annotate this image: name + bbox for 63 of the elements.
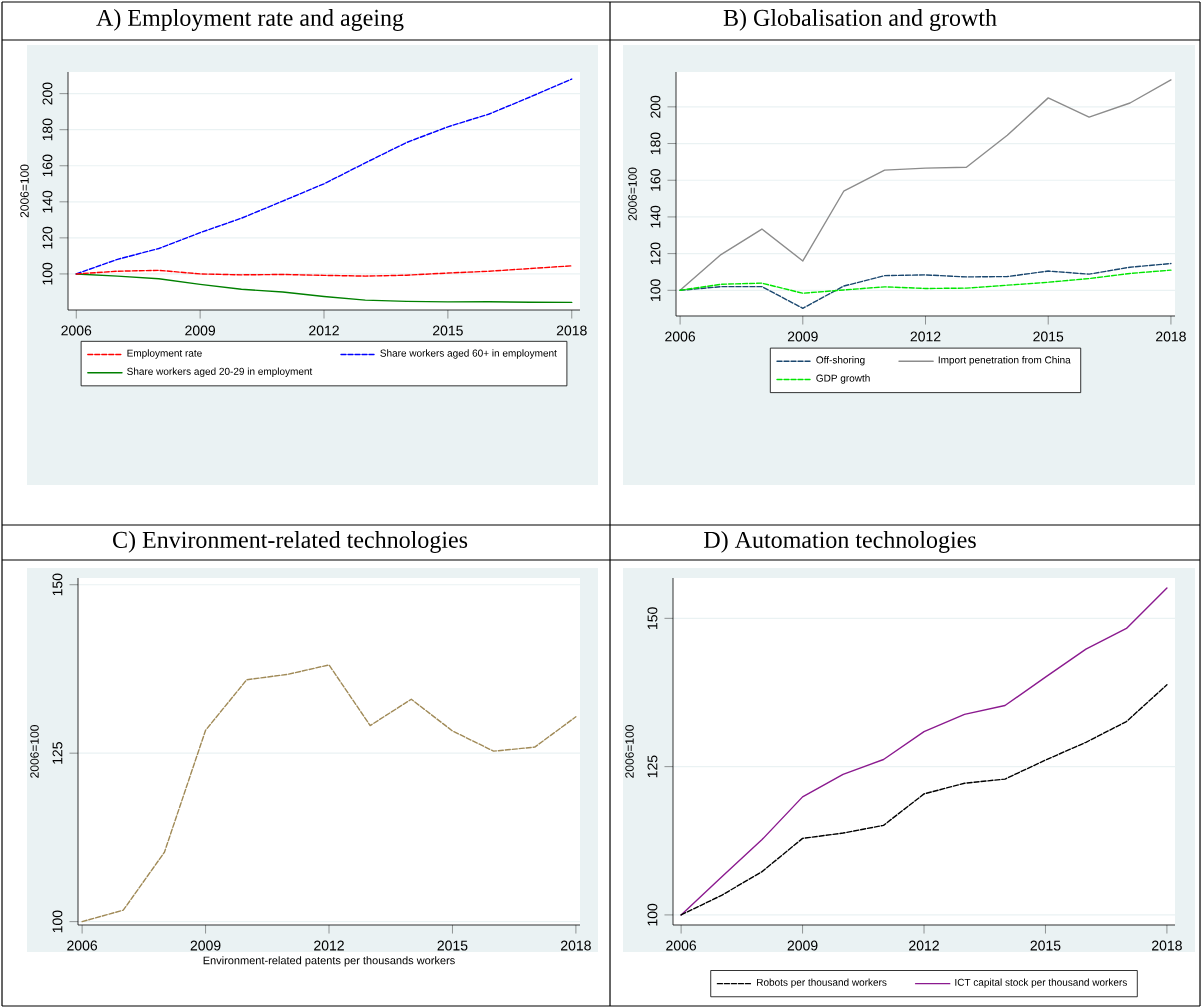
x-tick-label: 2012 xyxy=(909,940,939,951)
legend-label: Share workers aged 20-29 in employment xyxy=(127,367,313,377)
x-axis-title: Environment-related patents per thousands workers xyxy=(203,956,455,967)
legend-label: ICT capital stock per thousand workers xyxy=(955,978,1127,988)
y-tick-label: 100 xyxy=(42,262,53,285)
legend-label: GDP growth xyxy=(816,374,870,384)
x-tick-label: 2018 xyxy=(1152,940,1182,951)
x-tick-label: 2012 xyxy=(910,331,941,342)
line-series xyxy=(81,664,577,923)
y-tick-label: 150 xyxy=(52,573,63,596)
y-tick-label: 140 xyxy=(42,190,53,213)
y-axis-title: 2006=100 xyxy=(20,164,29,218)
x-tick-label: 2015 xyxy=(1033,331,1064,342)
legend-label: Robots per thousand workers xyxy=(757,978,887,988)
legend-label: Employment rate xyxy=(127,349,202,359)
chart-title: C) Environment-related technologies xyxy=(113,531,468,553)
x-tick-label: 2015 xyxy=(1030,940,1061,951)
y-tick-label: 160 xyxy=(42,154,53,177)
line-series xyxy=(75,78,573,275)
line-series xyxy=(680,684,1168,916)
y-axis-title: 2006=100 xyxy=(625,725,634,778)
x-tick-label: 2006 xyxy=(67,940,98,951)
y-tick-label: 180 xyxy=(42,118,53,141)
y-axis-title: 2006=100 xyxy=(30,725,39,778)
chart-title: B) Globalisation and growth xyxy=(723,9,997,31)
x-tick-label: 2006 xyxy=(665,331,696,342)
x-tick-label: 2006 xyxy=(666,940,697,951)
y-axis-title: 2006=100 xyxy=(628,167,637,221)
y-tick-label: 120 xyxy=(650,242,661,265)
y-tick-label: 120 xyxy=(42,226,53,249)
x-tick-label: 2009 xyxy=(787,940,818,951)
legend-label: Import penetration from China xyxy=(938,356,1071,366)
x-tick-label: 2006 xyxy=(61,325,92,336)
line-series xyxy=(679,79,1172,292)
y-tick-label: 180 xyxy=(650,132,661,155)
x-tick-label: 2018 xyxy=(556,325,587,336)
x-tick-label: 2012 xyxy=(309,325,339,336)
line-series xyxy=(75,265,573,277)
y-tick-label: 150 xyxy=(647,607,658,629)
x-tick-label: 2009 xyxy=(787,331,818,342)
chart-title: D) Automation technologies xyxy=(704,531,976,553)
y-tick-label: 100 xyxy=(52,910,63,933)
x-tick-label: 2018 xyxy=(561,940,591,951)
x-tick-label: 2012 xyxy=(314,940,344,951)
y-tick-label: 100 xyxy=(650,279,661,301)
y-tick-label: 100 xyxy=(647,903,658,926)
line-series xyxy=(680,587,1168,916)
line-series xyxy=(75,273,573,304)
line-series xyxy=(679,269,1172,294)
x-tick-label: 2015 xyxy=(433,325,463,336)
y-tick-label: 200 xyxy=(42,82,53,105)
y-tick-label: 125 xyxy=(647,755,658,778)
y-tick-label: 160 xyxy=(650,169,661,191)
x-tick-label: 2009 xyxy=(185,325,216,336)
chart-title: A) Employment rate and ageing xyxy=(96,9,404,31)
x-tick-label: 2018 xyxy=(1156,331,1186,342)
legend-label: Share workers aged 60+ in employment xyxy=(380,349,557,359)
y-tick-label: 200 xyxy=(650,95,661,118)
y-tick-label: 125 xyxy=(52,742,63,764)
x-tick-label: 2015 xyxy=(437,940,468,951)
x-tick-label: 2009 xyxy=(190,940,221,951)
y-tick-label: 140 xyxy=(650,205,661,228)
legend-label: Off-shoring xyxy=(816,356,865,366)
